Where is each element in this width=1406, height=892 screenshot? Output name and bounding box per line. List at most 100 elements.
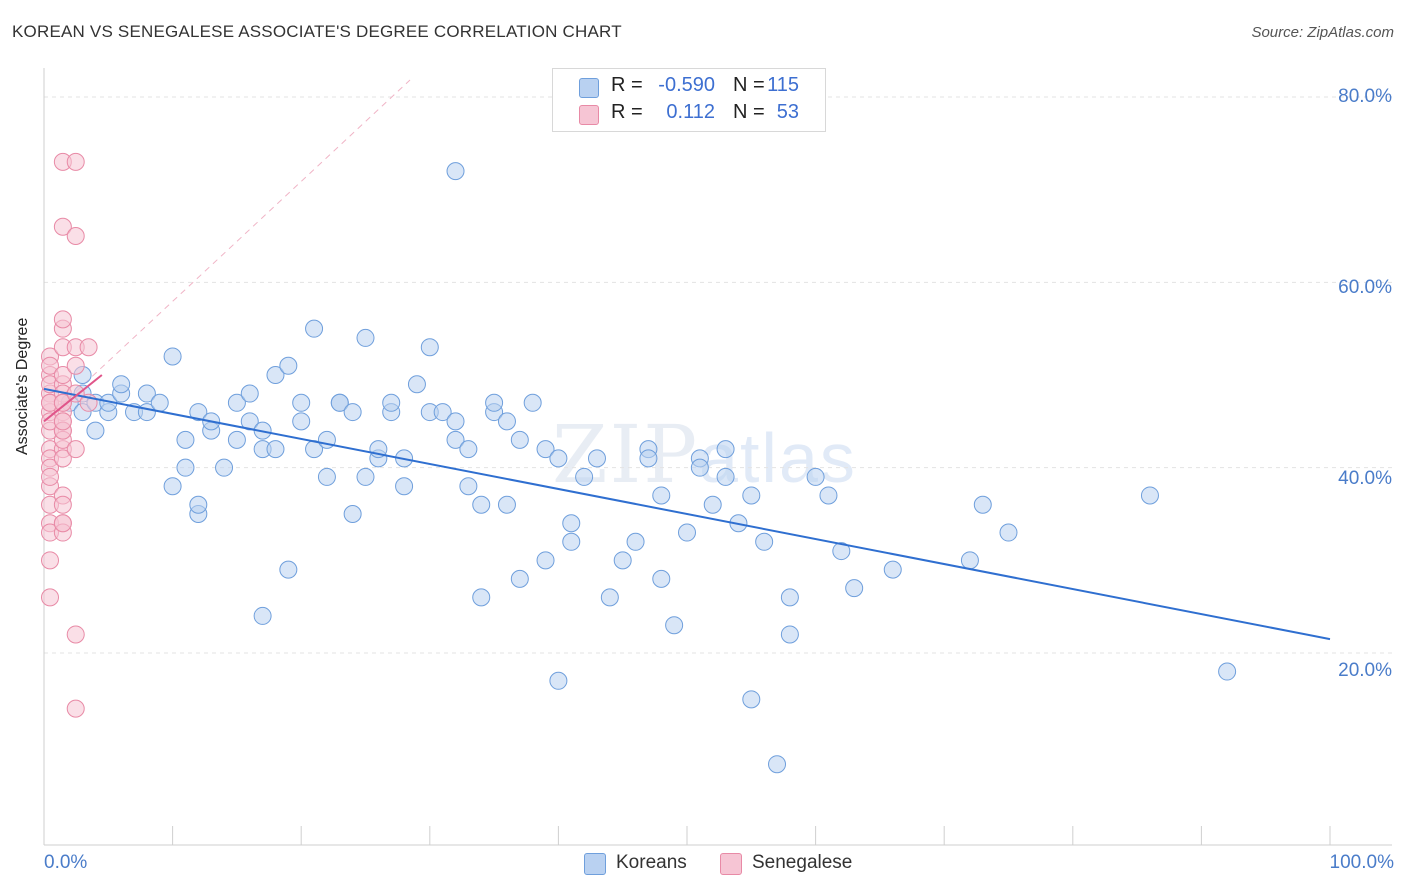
korean-point (189, 403, 208, 422)
korean-point (716, 440, 735, 459)
korean-point (292, 412, 311, 431)
korean-point (266, 440, 285, 459)
y-axis-label: Associate's Degree (14, 317, 31, 455)
korean-point (292, 393, 311, 412)
y-tick-label: 60.0% (1338, 277, 1392, 298)
legend-row-koreans: R = -0.590 N = 115 (553, 74, 825, 100)
korean-point (973, 495, 992, 514)
korean-point (999, 523, 1018, 542)
korean-point (755, 532, 774, 551)
korean-point (317, 467, 336, 486)
korean-point (279, 560, 298, 579)
watermark-zip: ZIP (552, 408, 700, 501)
bottom-legend: Koreans Senegalese (0, 852, 1406, 878)
legend-r-label: R = (611, 74, 643, 96)
trend-line-koreans (43, 387, 1331, 641)
korean-point (189, 495, 208, 514)
korean-point (253, 606, 272, 625)
korean-point (562, 514, 581, 533)
korean-point (587, 449, 606, 468)
korean-point (395, 477, 414, 496)
korean-point (1218, 662, 1237, 681)
korean-point (356, 467, 375, 486)
korean-point (639, 449, 658, 468)
legend-r-value: -0.590 (658, 74, 715, 96)
senegalese-point (53, 495, 72, 514)
bottom-legend-senegalese: Senegalese (752, 852, 853, 873)
korean-point (240, 384, 259, 403)
korean-point (703, 495, 722, 514)
legend-n-label: N = (733, 74, 765, 96)
reference-diagonal (43, 79, 411, 422)
senegalese-point (53, 217, 72, 236)
senegalese-point (53, 310, 72, 329)
senegalese-point (53, 412, 72, 431)
korean-point (780, 588, 799, 607)
senegalese-point (41, 588, 59, 607)
korean-point (652, 486, 671, 505)
korean-point (112, 375, 131, 394)
senegalese-point (41, 467, 59, 486)
korean-point (690, 458, 709, 477)
korean-point (356, 328, 375, 347)
korean-point (176, 430, 195, 449)
korean-point (382, 393, 401, 412)
korean-point (472, 495, 491, 514)
korean-point (600, 588, 619, 607)
korean-point (305, 319, 324, 338)
korean-point (768, 755, 787, 774)
senegalese-point (53, 514, 72, 533)
korean-point (446, 162, 465, 181)
senegalese-point (41, 551, 59, 570)
korean-point (780, 625, 799, 644)
trend-line-senegalese (43, 374, 103, 423)
korean-point (86, 421, 105, 440)
bottom-legend-swatch-koreans (584, 853, 606, 875)
korean-point (215, 458, 234, 477)
legend-swatch-senegalese (579, 105, 599, 125)
korean-point (266, 366, 285, 384)
korean-point (163, 347, 182, 366)
korean-point (227, 430, 246, 449)
bottom-legend-koreans: Koreans (616, 852, 687, 873)
senegalese-point (66, 625, 85, 644)
korean-point (420, 338, 439, 357)
korean-point (549, 671, 568, 690)
korean-point (613, 551, 632, 570)
korean-point (227, 393, 246, 412)
korean-point (549, 449, 568, 468)
senegalese-point (66, 152, 85, 171)
korean-point (960, 551, 979, 570)
korean-point (150, 393, 169, 412)
source-label: Source: ZipAtlas.com (1251, 24, 1394, 41)
korean-point (343, 403, 362, 422)
korean-point (678, 523, 696, 542)
x-tick-label: 0.0% (44, 852, 88, 873)
y-tick-label: 80.0% (1338, 86, 1392, 107)
korean-point (742, 690, 761, 709)
legend-n-value: 53 (776, 101, 799, 123)
korean-point (176, 458, 195, 477)
korean-point (536, 440, 555, 459)
y-tick-label: 20.0% (1338, 660, 1392, 681)
korean-point (716, 467, 735, 486)
korean-point (433, 403, 452, 422)
senegalese-point (66, 440, 85, 459)
korean-point (562, 532, 581, 551)
legend-n-label: N = (733, 101, 765, 123)
korean-point (330, 393, 349, 412)
korean-point (459, 477, 478, 496)
senegalese-point (66, 356, 85, 375)
senegalese-point (53, 449, 72, 468)
korean-point (497, 412, 516, 431)
senegalese-point (66, 699, 85, 718)
korean-point (446, 412, 465, 431)
korean-point (510, 430, 529, 449)
korean-point (446, 430, 465, 449)
legend-r-value: 0.112 (666, 101, 715, 123)
senegalese-point (66, 227, 85, 245)
korean-point (163, 477, 182, 496)
senegalese-point (53, 366, 72, 384)
korean-point (497, 495, 516, 514)
